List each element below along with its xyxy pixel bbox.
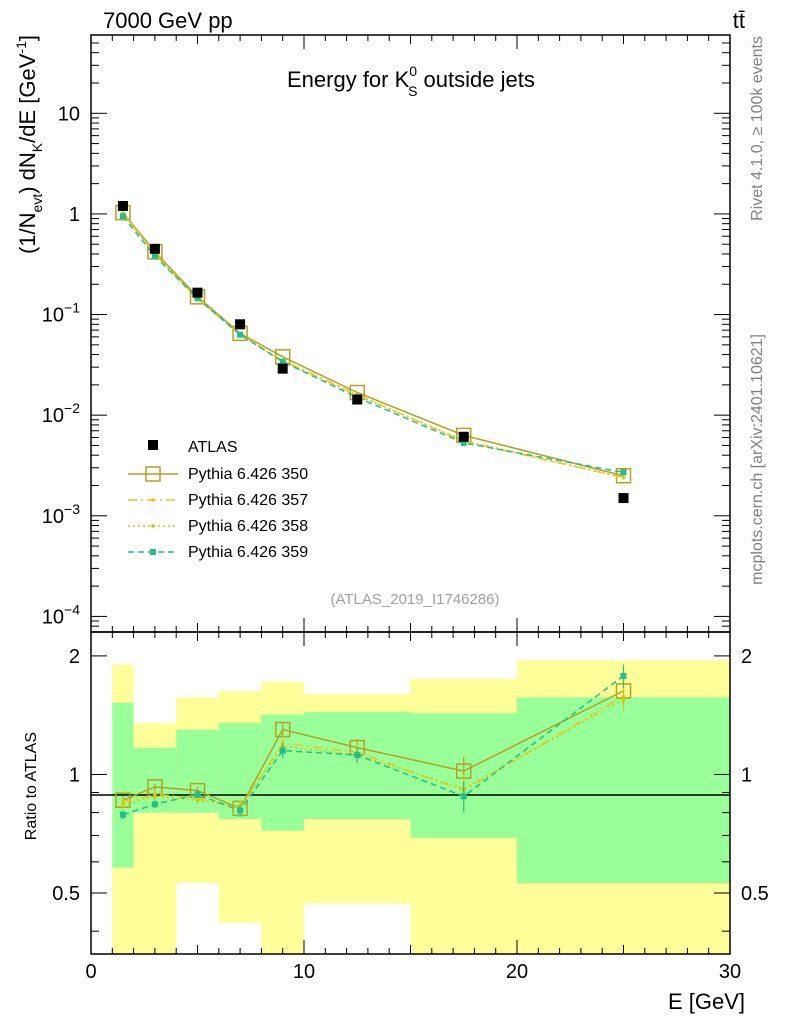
x-axis-label: E [GeV] (668, 989, 745, 1014)
legend-marker-pythia-359 (150, 549, 156, 555)
ratio-tick-label-right: 2 (741, 646, 752, 668)
legend-marker-pythia-358 (151, 524, 155, 528)
main-point-p359 (279, 358, 286, 365)
analysis-reference: (ATLAS_2019_I1746286) (330, 591, 499, 608)
ratio-tick-label-right: 1 (741, 764, 752, 786)
main-point-p358 (621, 475, 626, 480)
legend-entry-pythia-350: Pythia 6.426 350 (128, 466, 308, 483)
atlas-data-point (352, 394, 363, 405)
y-tick-label: 10−3 (42, 501, 80, 528)
ratio-point-p358 (195, 798, 200, 803)
ratio-band-inner (112, 702, 134, 868)
ratio-y-axis-label: Ratio to ATLAS (23, 732, 40, 840)
main-point-p359 (119, 213, 126, 220)
ratio-point-p359 (119, 811, 126, 818)
atlas-data-point (235, 319, 246, 330)
y-tick-label: 10 (58, 103, 80, 125)
plot-series (115, 200, 632, 820)
main-line-p358 (122, 213, 624, 479)
main-line-p357 (122, 212, 624, 479)
ratio-line-p358 (122, 698, 624, 808)
ratio-point-p359 (620, 672, 627, 679)
legend-entry-pythia-359: Pythia 6.426 359 (128, 544, 308, 561)
ratio-point-p359 (237, 807, 244, 814)
rivet-version-label: Rivet 4.1.0, ≥ 100k events (749, 36, 766, 221)
legend: ATLAS Pythia 6.426 350 Pythia 6.426 357 … (128, 439, 308, 561)
legend-label-pythia-357: Pythia 6.426 357 (188, 492, 308, 509)
ratio-point-p359 (460, 793, 467, 800)
ratio-point-p359 (194, 791, 201, 798)
x-tick-label: 20 (506, 961, 528, 983)
y-tick-label: 10−4 (42, 601, 80, 628)
x-tick-label: 0 (85, 961, 96, 983)
ratio-uncertainty-bands (112, 660, 730, 954)
atlas-data-point (192, 287, 203, 298)
axis-ticks: 0 10 20 30 10−4 10−3 10−2 10−1 1 10 0.5 0.5 1 1 2 2 (42, 34, 769, 983)
main-y-axis-label: (1/Nevt) dNK/dE [GeV-1] (13, 35, 45, 254)
atlas-data-point (458, 431, 469, 442)
plot-title: Energy for K0 S outside jets (287, 63, 535, 99)
atlas-data-point (149, 243, 160, 254)
ratio-tick-label-left: 0.5 (52, 883, 80, 905)
ratio-tick-label-left: 1 (69, 764, 80, 786)
ratio-point-p358 (121, 802, 125, 807)
legend-label-atlas: ATLAS (188, 439, 238, 456)
ratio-point-p359 (354, 752, 361, 759)
main-point-p359 (620, 469, 627, 476)
main-point-p359 (460, 439, 467, 446)
legend-label-pythia-359: Pythia 6.426 359 (188, 544, 308, 561)
atlas-data-point (618, 493, 629, 504)
main-line-p350 (122, 212, 624, 477)
ratio-tick-label-right: 0.5 (741, 883, 769, 905)
channel-label: tt̄ (733, 8, 745, 33)
atlas-data-point (277, 363, 288, 374)
y-tick-label: 1 (69, 204, 80, 226)
legend-label-pythia-358: Pythia 6.426 358 (188, 518, 308, 535)
atlas-data-point (117, 200, 128, 211)
x-tick-label: 30 (719, 961, 741, 983)
ratio-point-p359 (151, 801, 158, 808)
main-point-p359 (194, 295, 201, 302)
ratio-band-inner (517, 697, 730, 884)
mcplots-source-label: mcplots.cern.ch [arXiv:2401.10621] (749, 334, 766, 585)
main-plot-frame (90, 34, 731, 633)
legend-marker-atlas (148, 440, 158, 450)
main-point-p359 (151, 253, 158, 260)
main-line-p359 (122, 215, 624, 474)
x-tick-label: 10 (293, 961, 315, 983)
ratio-line-p359 (122, 675, 624, 816)
process-label: 7000 GeV pp (103, 8, 233, 33)
ratio-point-p358 (621, 697, 626, 702)
y-tick-label: 10−1 (42, 300, 80, 327)
ratio-tick-label-left: 2 (69, 646, 80, 668)
legend-marker-pythia-357 (151, 498, 155, 502)
legend-entry-atlas: ATLAS (148, 439, 238, 456)
ratio-point-p358 (153, 794, 157, 799)
ratio-point-p359 (279, 747, 286, 754)
legend-entry-pythia-358: Pythia 6.426 358 (128, 518, 308, 535)
legend-marker-pythia-350 (145, 466, 161, 482)
legend-entry-pythia-357: Pythia 6.426 357 (128, 492, 308, 509)
legend-label-pythia-350: Pythia 6.426 350 (188, 466, 308, 483)
main-point-p359 (237, 331, 244, 338)
y-tick-label: 10−2 (42, 400, 80, 427)
